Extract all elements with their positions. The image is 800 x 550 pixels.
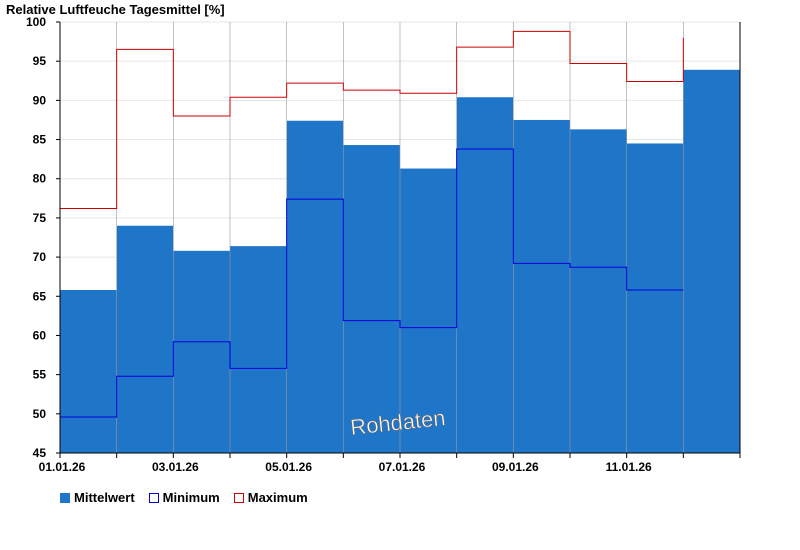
y-tick-label-7: 80 [33,172,47,186]
y-tick-label-5: 70 [33,250,47,264]
legend-swatch-mittelwert [60,492,70,503]
y-tick-label-4: 65 [33,289,47,303]
legend-item-minimum: Minimum [148,490,220,505]
bar-mittelwert-8 [513,119,570,454]
line-minimum [60,148,684,418]
y-tick-label-9: 90 [33,93,47,107]
x-tick-label-4: 09.01.26 [492,460,539,474]
legend-item-maximum: Maximum [233,490,308,505]
x-tick-label-3: 07.01.26 [379,460,426,474]
x-tick-label-5: 11.01.26 [606,460,652,474]
bar-mittelwert-7 [456,97,514,453]
x-tick-label-1: 03.01.26 [152,460,199,474]
bar-mittelwert-1 [116,225,174,453]
y-tick-label-8: 85 [33,133,47,147]
legend-swatch-maximum [233,492,244,503]
legend-label-minimum: Minimum [162,490,220,505]
bar-mittelwert-9 [570,129,627,453]
y-tick-label-2: 55 [33,368,47,382]
legend: Mittelwert Minimum Maximum [60,490,308,505]
bar-mittelwert-0 [60,290,117,453]
legend-swatch-minimum [148,492,159,503]
legend-label-mittelwert: Mittelwert [74,490,135,505]
y-tick-label-0: 45 [33,446,47,460]
bar-mittelwert-6 [400,168,457,454]
y-tick-label-10: 95 [33,54,47,68]
y-tick-label-6: 75 [33,211,47,225]
bar-mittelwert-11 [683,69,740,453]
bar-mittelwert-10 [626,143,684,454]
legend-item-mittelwert: Mittelwert [60,490,135,505]
y-tick-label-11: 100 [26,15,46,29]
bar-mittelwert-3 [230,246,287,453]
y-tick-label-1: 50 [33,407,47,421]
line-maximum [60,30,684,210]
x-tick-label-0: 01.01.26 [39,460,86,474]
y-tick-label-3: 60 [33,328,47,342]
chart-title: Relative Luftfeuche Tagesmittel [%] [6,2,225,17]
bar-mittelwert-2 [173,250,230,453]
bar-mittelwert-4 [286,120,344,453]
x-tick-label-2: 05.01.26 [265,460,312,474]
legend-label-maximum: Maximum [247,490,308,505]
bar-mittelwert-5 [343,145,400,453]
